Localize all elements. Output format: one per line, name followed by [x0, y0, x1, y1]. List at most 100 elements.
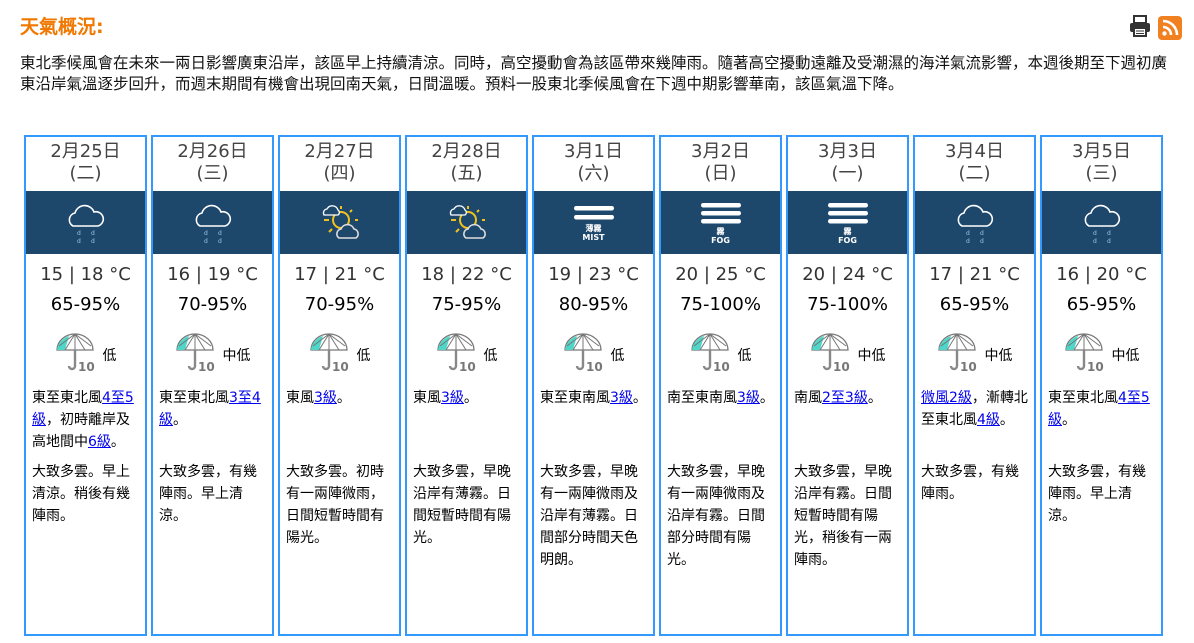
forecast-date: 2月25日 [50, 141, 121, 162]
wind-force-link[interactable]: 6級 [88, 434, 111, 450]
icon-label-en: MIST [582, 232, 605, 242]
humidity-range: 70-95% [177, 294, 248, 315]
forecast-date: 2月28日 [431, 141, 502, 162]
humidity-range: 65-95% [50, 294, 121, 315]
forecast-date: 3月3日 [818, 141, 877, 162]
fog-icon [699, 201, 743, 227]
wind-force-link[interactable]: 3級 [314, 390, 337, 406]
svg-text:d: d [204, 230, 208, 237]
mist-icon [572, 204, 616, 224]
wind-force-link[interactable]: 2至3級 [822, 390, 868, 406]
humidity-range: 70-95% [304, 294, 375, 315]
weather-description: 大致多雲，早晚沿岸有霧。日間短暫時間有陽光，稍後有一兩陣雨。 [794, 464, 892, 568]
svg-text:10: 10 [78, 360, 95, 374]
weather-description: 大致多雲，早晚有一兩陣微雨及沿岸有霧。日間部分時間有陽光。 [667, 464, 765, 568]
forecast-weekday: (二) [958, 163, 991, 184]
umbrella-psr-icon: 10 [810, 332, 852, 378]
wind-force-link[interactable]: 3至4級 [159, 390, 261, 428]
wind-forecast: 東至東北風4至5級。 [1042, 387, 1161, 453]
wind-forecast: 東風3級。 [280, 387, 399, 453]
svg-text:d: d [77, 238, 81, 245]
forecast-date: 3月2日 [691, 141, 750, 162]
rss-icon[interactable] [1158, 16, 1182, 40]
svg-text:10: 10 [713, 360, 730, 374]
toolbar [1128, 14, 1182, 42]
svg-text:10: 10 [459, 360, 476, 374]
wind-text: 南風 [794, 390, 822, 406]
weather-description: 大致多雲，早晚沿岸有薄霧。日間短暫時間有陽光。 [413, 464, 511, 546]
wind-force-link[interactable]: 3級 [441, 390, 464, 406]
weather-description: 大致多雲。早上清涼。稍後有幾陣雨。 [32, 464, 130, 524]
wind-text: 。 [867, 390, 882, 406]
svg-text:d: d [77, 230, 81, 237]
forecast-weekday: (四) [323, 163, 356, 184]
forecast-date: 3月4日 [945, 141, 1004, 162]
printer-icon[interactable] [1128, 14, 1152, 42]
weather-description: 大致多雲。初時有一兩陣微雨，日間短暫時間有陽光。 [286, 464, 384, 546]
temperature-range: 17 | 21 °C [929, 264, 1020, 285]
wind-force-link[interactable]: 4至5級 [32, 390, 134, 428]
wind-text: 東至東北風 [32, 390, 102, 406]
icon-label-en: FOG [838, 235, 857, 245]
wind-forecast: 東至東北風4至5級，初時離岸及高地間中6級。 [26, 387, 145, 453]
wind-text: 東至東南風 [540, 390, 610, 406]
wind-text: ，漸轉北至東北風 [921, 390, 1028, 428]
wind-text: 。 [336, 390, 351, 406]
wind-text: 東至東北風 [159, 390, 229, 406]
wind-forecast: 南風2至3級。 [788, 387, 907, 453]
psr-level: 中低 [984, 348, 1013, 364]
umbrella-psr-icon: 10 [175, 332, 217, 378]
forecast-day: 2月28日 (五) 18 | 22 °C 75-95% 10 低 東風3級。 大致多… [405, 135, 528, 636]
psr-level: 中低 [1111, 348, 1140, 364]
wind-forecast: 東至東南風3級。 [534, 387, 653, 453]
wind-forecast: 南至東南風3級。 [661, 387, 780, 453]
weather-icon-band: 霧 FOG [661, 191, 780, 254]
psr-level: 中低 [222, 348, 251, 364]
weather-description: 大致多雲，有幾陣雨。早上清涼。 [159, 464, 257, 524]
wind-text: 。 [173, 412, 187, 428]
psr-level: 低 [102, 348, 117, 364]
svg-text:d: d [91, 230, 95, 237]
wind-text: 。 [110, 434, 125, 450]
svg-text:d: d [91, 238, 95, 245]
wind-force-link[interactable]: 微風2級 [921, 390, 972, 406]
svg-text:d: d [1107, 230, 1111, 237]
wind-force-link[interactable]: 4級 [977, 412, 1000, 428]
psr-level: 低 [356, 348, 371, 364]
forecast-day: 3月1日 (六) 薄霧 MIST 19 | 23 °C 80-95% 10 低 東至東… [532, 135, 655, 636]
forecast-date: 3月5日 [1072, 141, 1131, 162]
wind-force-link[interactable]: 4至5級 [1048, 390, 1150, 428]
forecast-weekday: (三) [196, 163, 229, 184]
weather-icon-band: 霧 FOG [788, 191, 907, 254]
icon-label: 霧 [716, 226, 725, 236]
svg-text:d: d [218, 238, 222, 245]
wind-force-link[interactable]: 3級 [737, 390, 760, 406]
wind-text: 東至東北風 [1048, 390, 1118, 406]
forecast-day: 3月2日 (日) 霧 FOG 20 | 25 °C 75-100% 10 低 南至東南… [659, 135, 782, 636]
wind-forecast: 微風2級，漸轉北至東北風4級。 [915, 387, 1034, 453]
umbrella-psr-icon: 10 [937, 332, 979, 378]
weather-icon-band [280, 191, 399, 254]
humidity-range: 75-95% [431, 294, 502, 315]
psr-level: 低 [737, 348, 752, 364]
svg-text:d: d [980, 230, 984, 237]
forecast-weekday: (二) [69, 163, 102, 184]
humidity-range: 80-95% [558, 294, 629, 315]
psr-level: 低 [483, 348, 498, 364]
svg-text:d: d [966, 238, 970, 245]
temperature-range: 20 | 25 °C [675, 264, 766, 285]
forecast-date: 2月27日 [304, 141, 375, 162]
forecast-date: 2月26日 [177, 141, 248, 162]
wind-force-link[interactable]: 3級 [610, 390, 633, 406]
svg-text:d: d [1107, 238, 1111, 245]
svg-text:d: d [966, 230, 970, 237]
